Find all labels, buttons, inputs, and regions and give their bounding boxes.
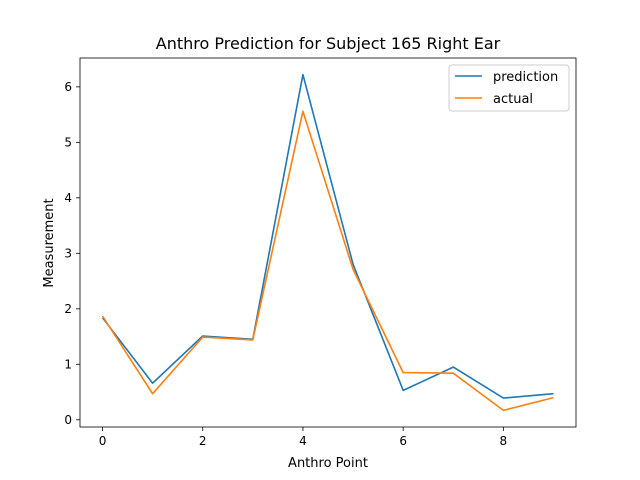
- y-axis: 0 1 2 3 4 5 6: [64, 80, 80, 427]
- plot-area: [79, 57, 577, 428]
- y-tick-label: 5: [64, 135, 72, 149]
- y-tick-label: 6: [64, 80, 72, 94]
- y-tick-label: 4: [64, 191, 72, 205]
- y-tick-label: 0: [64, 413, 72, 427]
- y-axis-label: Measurement: [42, 198, 57, 287]
- series-line-prediction: [101, 73, 554, 399]
- x-tick-label: 6: [399, 434, 407, 448]
- x-tick-label: 2: [199, 434, 207, 448]
- x-tick-label: 0: [99, 434, 107, 448]
- y-tick-label: 1: [64, 357, 72, 371]
- x-axis: 0 2 4 6 8: [99, 427, 507, 448]
- legend-label-prediction: prediction: [493, 70, 558, 85]
- x-axis-label: Anthro Point: [288, 456, 368, 471]
- x-tick-label: 8: [500, 434, 508, 448]
- y-tick-label: 2: [64, 302, 72, 316]
- series-lines: [101, 73, 554, 412]
- x-tick-label: 4: [299, 434, 307, 448]
- legend-label-actual: actual: [493, 92, 533, 107]
- chart-title: Anthro Prediction for Subject 165 Right …: [156, 34, 501, 53]
- y-tick-label: 3: [64, 246, 72, 260]
- legend: prediction actual: [448, 64, 570, 112]
- series-line-actual: [101, 110, 554, 412]
